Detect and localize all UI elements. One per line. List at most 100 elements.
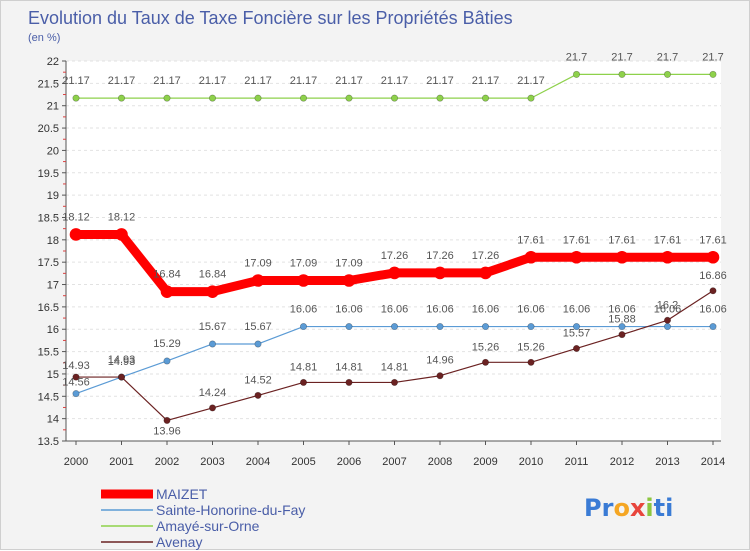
y-tick-label: 13.5 <box>38 436 59 448</box>
data-point <box>72 373 80 381</box>
data-label: 18.12 <box>62 211 90 223</box>
data-label: 14.81 <box>381 361 409 373</box>
data-point <box>163 357 171 365</box>
data-point <box>345 323 353 331</box>
data-point <box>72 390 80 398</box>
data-point <box>390 323 398 331</box>
x-tick-label: 2000 <box>64 456 88 468</box>
x-tick-label: 2014 <box>701 456 725 468</box>
data-point <box>481 358 489 366</box>
data-point <box>436 323 444 331</box>
data-label: 16.06 <box>472 304 500 316</box>
data-label: 16.06 <box>699 304 727 316</box>
data-point <box>618 70 626 78</box>
y-tick-label: 18 <box>47 235 59 247</box>
data-label: 21.17 <box>244 75 272 87</box>
data-point <box>342 274 356 287</box>
data-point <box>572 344 580 352</box>
data-label: 16.06 <box>290 304 318 316</box>
data-label: 14.24 <box>199 387 227 399</box>
data-point <box>118 373 126 381</box>
data-point <box>388 266 401 280</box>
data-label: 13.96 <box>153 425 181 437</box>
data-point <box>160 285 174 298</box>
data-label: 17.09 <box>335 258 363 270</box>
data-label: 17.09 <box>244 258 272 270</box>
data-point <box>663 70 671 78</box>
data-point <box>345 378 353 386</box>
x-tick-label: 2011 <box>565 456 589 468</box>
x-tick-label: 2009 <box>473 456 497 468</box>
data-point <box>69 228 83 241</box>
y-tick-label: 20.5 <box>38 123 59 135</box>
data-point <box>115 228 128 241</box>
data-label: 21.17 <box>517 75 545 87</box>
data-point <box>709 70 717 78</box>
data-point <box>709 323 717 331</box>
data-point <box>297 274 310 287</box>
data-label: 18.12 <box>108 211 136 223</box>
data-point <box>481 94 489 102</box>
y-tick-label: 18.5 <box>38 212 59 224</box>
data-point <box>479 266 492 280</box>
data-point <box>436 94 444 102</box>
x-tick-label: 2006 <box>337 456 361 468</box>
x-tick-label: 2013 <box>655 456 679 468</box>
data-label: 21.17 <box>381 75 409 87</box>
y-tick-label: 21.5 <box>38 78 59 90</box>
data-point <box>209 404 217 412</box>
data-label: 15.29 <box>153 338 181 350</box>
data-point <box>345 94 353 102</box>
data-point <box>572 323 580 331</box>
y-tick-label: 14 <box>47 414 59 426</box>
logo-part: o <box>613 494 630 522</box>
data-label: 15.67 <box>199 321 227 333</box>
legend-label: MAIZET <box>156 486 208 502</box>
data-label: 15.57 <box>563 327 591 339</box>
logo-part: i <box>645 494 653 522</box>
y-tick-label: 21 <box>47 101 59 113</box>
data-label: 17.61 <box>563 234 591 246</box>
y-tick-label: 15 <box>47 369 59 381</box>
logo-text: Proxiti <box>584 494 673 522</box>
data-label: 17.26 <box>472 250 500 262</box>
data-label: 17.26 <box>381 250 409 262</box>
data-point <box>72 94 80 102</box>
data-point <box>663 316 671 324</box>
plot-area <box>66 61 721 441</box>
x-tick-label: 2008 <box>428 456 452 468</box>
legend-label: Avenay <box>156 534 202 550</box>
data-label: 17.61 <box>608 234 636 246</box>
data-point <box>118 94 126 102</box>
data-point <box>299 323 307 331</box>
data-label: 14.56 <box>62 377 90 389</box>
data-point <box>570 250 583 264</box>
data-point <box>163 416 171 424</box>
y-tick-label: 19 <box>47 190 59 202</box>
data-label: 16.06 <box>426 304 454 316</box>
y-tick-label: 17.5 <box>38 257 59 269</box>
y-tick-label: 20 <box>47 145 59 157</box>
data-point <box>433 266 447 280</box>
data-label: 14.93 <box>108 354 136 366</box>
data-point <box>436 372 444 380</box>
data-label: 16.2 <box>657 299 678 311</box>
data-point <box>663 323 671 331</box>
y-tick-label: 16.5 <box>38 302 59 314</box>
data-point <box>254 94 262 102</box>
x-tick-label: 2004 <box>246 456 270 468</box>
data-label: 16.84 <box>199 269 227 281</box>
data-label: 14.81 <box>335 361 363 373</box>
data-point <box>299 94 307 102</box>
logo-part: ti <box>654 494 674 522</box>
data-point <box>299 378 307 386</box>
x-tick-label: 2010 <box>519 456 543 468</box>
data-label: 15.26 <box>472 341 500 353</box>
data-label: 15.88 <box>608 314 636 326</box>
data-point <box>661 250 674 264</box>
data-label: 21.7 <box>657 51 678 63</box>
y-tick-label: 15.5 <box>38 347 59 359</box>
data-point <box>481 323 489 331</box>
data-point <box>615 250 629 264</box>
